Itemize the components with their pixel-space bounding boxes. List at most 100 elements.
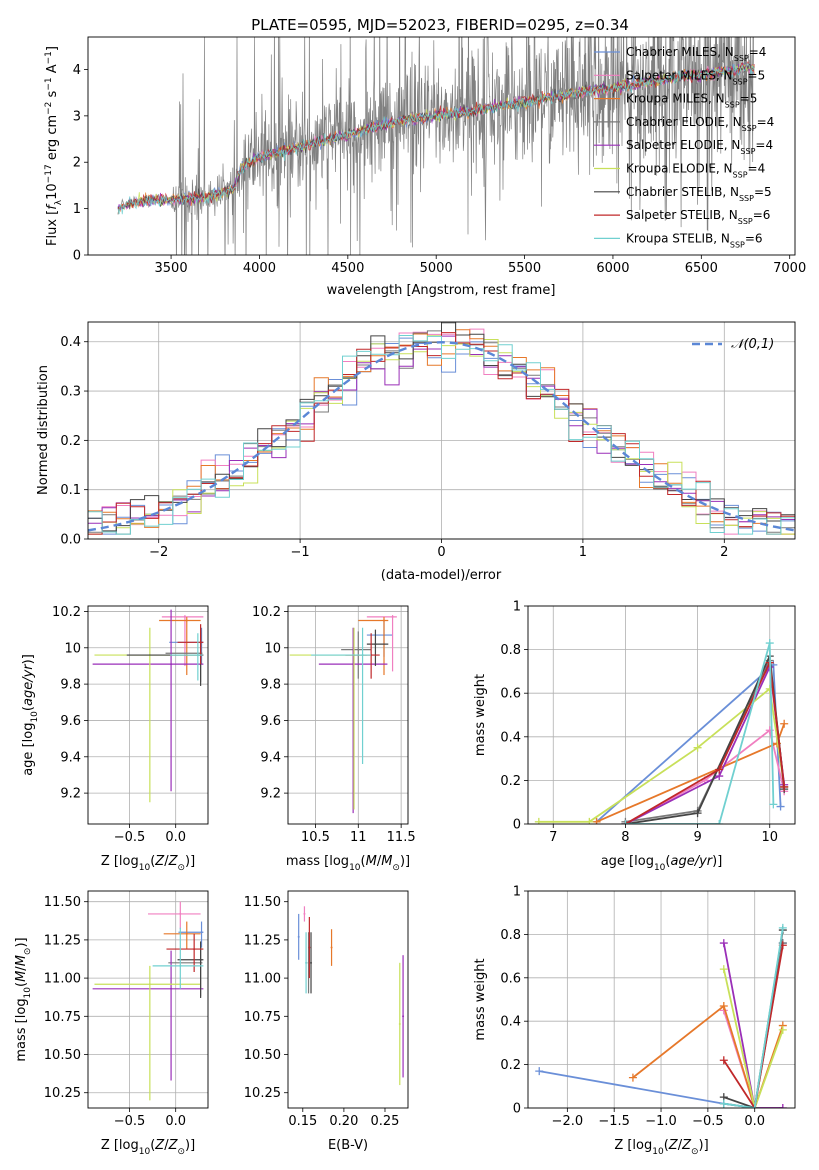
data-point — [200, 931, 203, 934]
label-part: ⊙ — [392, 863, 400, 873]
y-tick-label: 10.50 — [44, 1048, 81, 1063]
weight-marker — [776, 802, 785, 811]
y-tick-label: 0 — [73, 249, 81, 264]
x-tick-label: 0.0 — [165, 1114, 186, 1129]
label-part: )] — [185, 854, 195, 869]
label-part: mass [log — [286, 854, 349, 869]
y-tick-label: 10.2 — [252, 605, 281, 620]
data-point — [199, 641, 202, 644]
weight-marker — [719, 1099, 728, 1108]
y-tick-label: 9.4 — [260, 750, 281, 765]
legend-name: Kroupa ELODIE, N — [626, 162, 733, 176]
label-part: ( — [361, 854, 366, 869]
x-tick-label: 11 — [350, 830, 367, 845]
axes-frame — [87, 36, 796, 256]
x-tick-label: 7000 — [773, 261, 806, 276]
label-part: age [log — [21, 723, 36, 776]
legend-sub: SSP — [730, 240, 745, 249]
data-point — [193, 948, 196, 951]
label-part: 10 — [654, 863, 666, 873]
normal-curve — [88, 340, 795, 532]
label-part: M — [381, 854, 392, 869]
y-tick-label: 11.25 — [244, 933, 281, 948]
y-tick-label: 10.25 — [244, 1086, 281, 1101]
x-tick-label: 5500 — [508, 261, 541, 276]
label-part: A — [45, 64, 60, 77]
x-tick-label: 1 — [579, 545, 587, 560]
grid — [88, 891, 208, 1108]
label-part: / — [164, 854, 169, 869]
weight-marker — [780, 719, 789, 728]
data-point — [310, 961, 313, 964]
y-tick-label: 9.2 — [260, 787, 281, 802]
x-axis-label: wavelength [Angstrom, rest frame] — [327, 283, 556, 298]
legend-entry: Kroupa MILES, NSSP=5 — [626, 92, 757, 110]
label-part: ( — [150, 1138, 155, 1153]
x-tick-label: 10 — [761, 830, 778, 845]
weight-marker — [719, 1056, 728, 1065]
weight-line — [722, 1010, 783, 1108]
residuals-panel: −2 −1 0 1 2 0.0 0.1 0.2 0.3 0.4 𝒩(0,1) (data-model)… — [36, 321, 796, 583]
y-tick-label: 2 — [73, 156, 81, 171]
data-point — [179, 964, 182, 967]
y-tick-label: 1 — [73, 202, 81, 217]
label-part: / — [678, 1138, 683, 1153]
label-part: )] — [21, 654, 36, 664]
label-part: ⊙ — [177, 1147, 185, 1157]
weight-line — [723, 945, 784, 1108]
weight-marker — [715, 820, 724, 824]
weight-marker — [715, 765, 724, 774]
legend-entry: Salpeter ELODIE, NSSP=4 — [626, 138, 773, 156]
x-tick-label: 8 — [621, 830, 629, 845]
x-tick-label: −1 — [291, 545, 310, 560]
legend-count: =4 — [755, 138, 773, 152]
y-tick-label: 10 — [64, 641, 81, 656]
axes-frame — [87, 605, 209, 825]
label-part: / — [164, 1138, 169, 1153]
y-tick-label: 0.8 — [500, 928, 521, 943]
legend-entry: Salpeter MILES, NSSP=5 — [626, 68, 765, 86]
y-tick-label: 0 — [513, 1102, 521, 1117]
label-part: Z — [668, 1138, 679, 1153]
x-tick-label: 9 — [693, 830, 701, 845]
mass-vs-ebv-panel: 0.15 0.20 0.25 10.25 10.50 10.75 11.00 11.25 11.… — [244, 890, 409, 1153]
y-tick-label: 10.50 — [244, 1048, 281, 1063]
model-spectrum — [117, 63, 755, 211]
plot-area — [92, 609, 204, 803]
y-tick-label: 0.0 — [60, 533, 81, 548]
y-tick-label: 0.4 — [60, 335, 81, 350]
label-part: ( — [664, 1138, 669, 1153]
data-point — [398, 1022, 401, 1025]
x-tick-label: 6500 — [685, 261, 718, 276]
weight-marker — [778, 1104, 787, 1108]
y-axis-label: mass [log10(M/M⊙)] — [14, 937, 33, 1061]
label-part: 10 — [349, 863, 361, 873]
label-part: Z [log — [614, 1138, 652, 1153]
label-part: ⊙ — [691, 1147, 699, 1157]
label-part: M — [14, 971, 29, 982]
x-tick-label: −1.0 — [645, 1114, 677, 1129]
x-axis-label: E(B-V) — [328, 1138, 368, 1153]
weight-line — [624, 659, 786, 824]
label-part: 10 — [652, 1147, 664, 1157]
x-axis-label: Z [log10(Z/Z⊙)] — [101, 854, 195, 873]
legend-name: Chabrier ELODIE, N — [626, 115, 742, 129]
x-tick-label: −0.5 — [114, 830, 146, 845]
y-tick-label: 0.3 — [60, 385, 81, 400]
label-part: f — [45, 203, 60, 210]
y-tick-label: 0.1 — [60, 483, 81, 498]
label-part: 10 — [139, 1147, 151, 1157]
x-tick-label: 0 — [437, 545, 445, 560]
label-part: age/yr — [21, 663, 36, 706]
axes: −2.0 −1.5 −1.0 −0.5 0.0 0 0.2 0.4 0.6 0.8 1 Z [log1… — [473, 885, 796, 1157]
weight-marker — [592, 817, 601, 824]
y-axis-label: Normed distribution — [36, 365, 51, 495]
x-axis-label: Z [log10(Z/Z⊙)] — [614, 1138, 708, 1157]
label-part: ⊙ — [177, 863, 185, 873]
data-point — [383, 619, 385, 622]
weight-marker — [750, 1104, 759, 1108]
plot-area — [297, 906, 405, 1086]
